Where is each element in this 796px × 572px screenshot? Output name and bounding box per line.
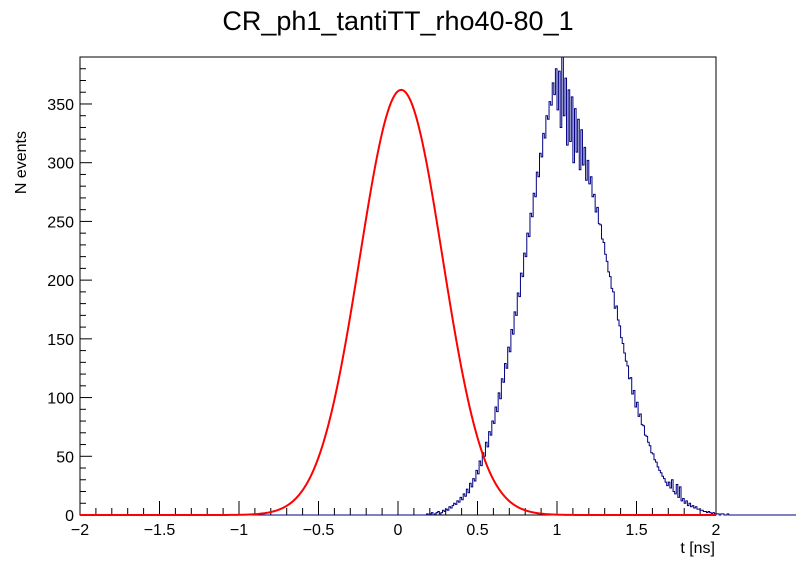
x-tick-label: −1: [230, 522, 248, 539]
gaussian-fit-curve: [80, 88, 716, 516]
y-tick-label: 150: [47, 332, 74, 349]
y-tick-label: 250: [47, 214, 74, 231]
x-tick-label: −1.5: [144, 522, 176, 539]
plot-frame: [79, 56, 717, 516]
y-tick-label: 100: [47, 391, 74, 408]
x-tick-label: 0.5: [466, 522, 488, 539]
y-tick-label: 50: [56, 449, 74, 466]
x-tick-label: 0: [394, 522, 403, 539]
x-axis: −2 −1.5 −1 −0.5 0 0.5 1 1.5 2: [71, 501, 721, 539]
y-axis: 0 50 100 150 200 250 300 350: [47, 56, 92, 525]
x-tick-label: 2: [712, 522, 721, 539]
x-tick-label: −0.5: [303, 522, 335, 539]
x-axis-label: t [ns]: [680, 540, 715, 557]
x-tick-label: −2: [71, 522, 89, 539]
y-tick-label: 300: [47, 156, 74, 173]
y-tick-label: 200: [47, 273, 74, 290]
x-tick-label: 1: [553, 522, 562, 539]
chart-title: CR_ph1_tantiTT_rho40-80_1: [222, 6, 573, 36]
y-tick-label: 0: [65, 508, 74, 525]
x-tick-label: 1.5: [625, 522, 647, 539]
histogram-series: [80, 56, 796, 516]
y-axis-label: N events: [13, 131, 30, 194]
y-tick-label: 350: [47, 97, 74, 114]
